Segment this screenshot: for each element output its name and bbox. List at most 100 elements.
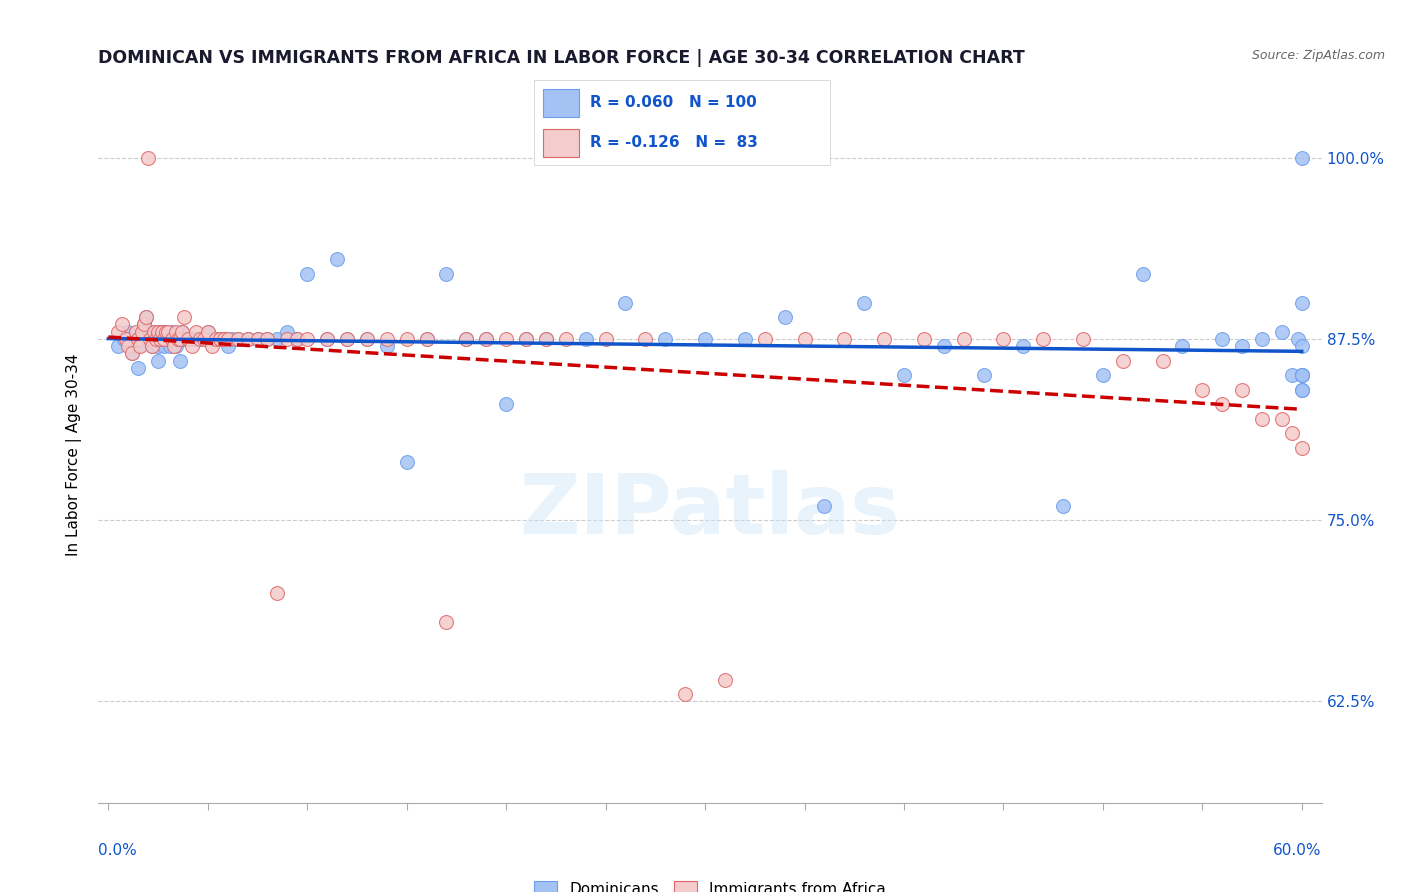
Point <box>1052 499 1074 513</box>
Point <box>217 332 239 346</box>
Point <box>177 332 200 346</box>
Point <box>1291 339 1313 353</box>
Point <box>193 332 215 346</box>
Point <box>356 332 378 346</box>
Point <box>1152 353 1174 368</box>
Point <box>495 397 517 411</box>
Point <box>873 332 896 346</box>
Point <box>173 310 195 325</box>
Point <box>297 267 319 281</box>
Point <box>1071 332 1094 346</box>
Point <box>285 332 308 346</box>
Point <box>145 332 167 346</box>
FancyBboxPatch shape <box>534 80 830 165</box>
Point <box>139 332 162 346</box>
Point <box>208 332 231 346</box>
Point <box>226 332 249 346</box>
Point <box>165 339 187 353</box>
Point <box>456 332 478 346</box>
Point <box>495 332 517 346</box>
Point <box>145 332 167 346</box>
Point <box>832 332 855 346</box>
Point <box>395 455 418 469</box>
Point <box>136 325 159 339</box>
Point <box>146 339 169 353</box>
Point <box>188 332 211 346</box>
Point <box>197 325 219 339</box>
Point <box>226 332 249 346</box>
Point <box>180 332 202 346</box>
Point <box>1271 411 1294 425</box>
Point <box>316 332 339 346</box>
Point <box>159 332 181 346</box>
Point <box>129 332 152 346</box>
Point <box>188 332 211 346</box>
Point <box>193 332 215 346</box>
Point <box>121 346 143 360</box>
Point <box>184 332 207 346</box>
Point <box>207 332 229 346</box>
Point <box>246 332 269 346</box>
Point <box>654 332 676 346</box>
Point <box>1291 295 1313 310</box>
Point <box>149 332 172 346</box>
Point <box>773 310 796 325</box>
Point <box>336 332 359 346</box>
Point <box>693 332 716 346</box>
Point <box>157 325 180 339</box>
Point <box>336 332 359 346</box>
Point <box>236 332 259 346</box>
Text: R = -0.126   N =  83: R = -0.126 N = 83 <box>591 135 758 150</box>
Point <box>197 325 219 339</box>
Point <box>256 332 278 346</box>
Point <box>150 332 173 346</box>
Point <box>515 332 537 346</box>
Point <box>475 332 498 346</box>
Point <box>1171 339 1194 353</box>
Point <box>159 339 181 353</box>
Point <box>146 353 169 368</box>
Point <box>375 339 398 353</box>
Point <box>136 151 159 165</box>
Point <box>475 332 498 346</box>
Point <box>153 332 176 346</box>
Point <box>236 332 259 346</box>
Point <box>893 368 915 383</box>
Point <box>127 339 149 353</box>
Point <box>1291 383 1313 397</box>
Point <box>456 332 478 346</box>
Point <box>117 339 139 353</box>
Point <box>595 332 617 346</box>
Point <box>952 332 974 346</box>
Text: 0.0%: 0.0% <box>98 843 138 858</box>
Point <box>356 332 378 346</box>
Point <box>436 615 458 629</box>
Point <box>326 252 349 267</box>
Point <box>111 318 134 332</box>
Point <box>204 332 226 346</box>
Point <box>127 332 149 346</box>
Point <box>129 339 152 353</box>
Point <box>136 332 159 346</box>
Point <box>169 332 191 346</box>
Point <box>131 325 153 339</box>
FancyBboxPatch shape <box>543 89 579 117</box>
Point <box>212 332 235 346</box>
Point <box>1281 426 1303 441</box>
Point <box>169 353 191 368</box>
Point <box>201 332 224 346</box>
Point <box>1291 368 1313 383</box>
Point <box>173 332 195 346</box>
Point <box>160 332 183 346</box>
Point <box>212 332 235 346</box>
Point <box>155 325 177 339</box>
Point <box>169 332 191 346</box>
Point <box>634 332 657 346</box>
Point <box>217 339 239 353</box>
Point <box>375 332 398 346</box>
Point <box>157 332 180 346</box>
Point <box>165 325 187 339</box>
Point <box>436 267 458 281</box>
Point <box>163 332 186 346</box>
Point <box>734 332 756 346</box>
